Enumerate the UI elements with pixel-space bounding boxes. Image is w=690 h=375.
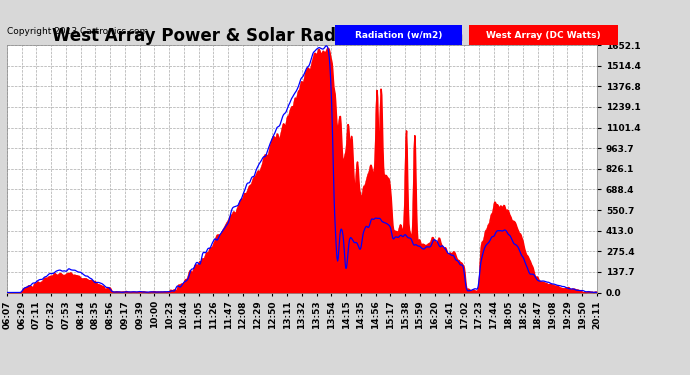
Text: Radiation (w/m2): Radiation (w/m2) bbox=[355, 31, 442, 40]
Text: West Array (DC Watts): West Array (DC Watts) bbox=[486, 31, 601, 40]
Text: Copyright 2013 Cartronics.com: Copyright 2013 Cartronics.com bbox=[7, 27, 148, 36]
Title: West Array Power & Solar Radiation Tue Jun 25 20:25: West Array Power & Solar Radiation Tue J… bbox=[52, 27, 551, 45]
